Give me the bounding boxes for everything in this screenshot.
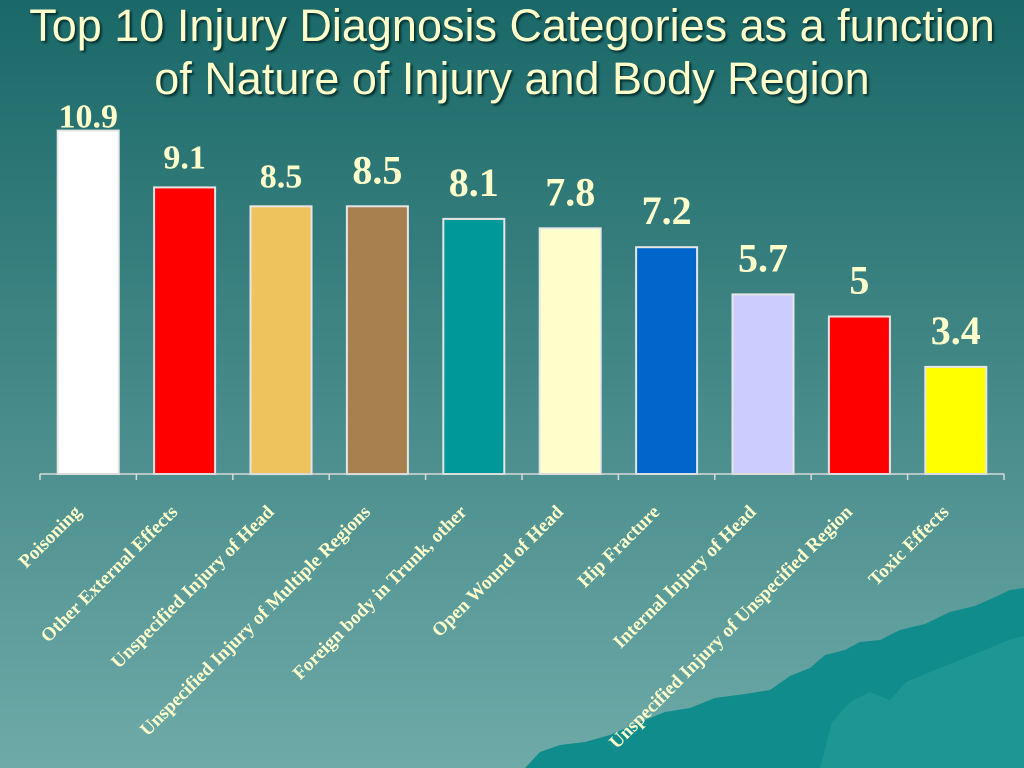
- bar-unspecified-injury-of-multiple-regions: [345, 205, 409, 476]
- data-labels-group: 10.9 9.1 8.5 8.5 8.1 7.8 7.2 5.7 5 3.4: [58, 99, 980, 353]
- bar-unspecified-injury-of-unspecified-region: [827, 315, 891, 475]
- data-label-other-external-effects: 9.1: [163, 139, 206, 176]
- data-label-unspecified-injury-of-unspecified-region: 5: [849, 258, 869, 303]
- bar-poisoning: [56, 129, 120, 475]
- slide-title: Top 10 Injury Diagnosis Categories as a …: [29, 0, 995, 104]
- bar-unspecified-injury-of-head: [249, 205, 313, 476]
- data-label-hip-fracture: 7.2: [642, 188, 692, 233]
- data-label-poisoning: 10.9: [58, 99, 118, 136]
- bar-foreign-body-in-trunk-other: [442, 217, 506, 475]
- data-label-unspecified-injury-of-multiple-regions: 8.5: [352, 147, 402, 192]
- bar-toxic-effects: [924, 365, 988, 475]
- data-label-open-wound-of-head: 7.8: [545, 169, 595, 214]
- category-label-foreign-body-in-trunk-other: Foreign body in Trunk, other: [289, 501, 472, 684]
- category-label-hip-fracture: Hip Fracture: [574, 502, 664, 592]
- data-label-unspecified-injury-of-head: 8.5: [260, 158, 303, 195]
- category-label-poisoning: Poisoning: [15, 501, 86, 572]
- data-label-foreign-body-in-trunk-other: 8.1: [449, 160, 499, 205]
- data-label-internal-injury-of-head: 5.7: [738, 235, 788, 280]
- category-label-unspecified-injury-of-head: Unspecified Injury of Head: [107, 501, 279, 673]
- data-label-toxic-effects: 3.4: [931, 308, 981, 353]
- mountain-highlight: [820, 636, 1024, 768]
- bar-other-external-effects: [153, 186, 217, 475]
- bar-open-wound-of-head: [538, 227, 602, 475]
- x-axis: [39, 473, 1005, 480]
- bars-group: [56, 129, 988, 476]
- bar-hip-fracture: [635, 246, 699, 475]
- bar-internal-injury-of-head: [731, 293, 795, 475]
- category-label-toxic-effects: Toxic Effects: [865, 502, 954, 591]
